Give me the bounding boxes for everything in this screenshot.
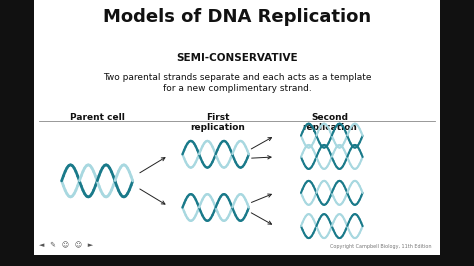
Text: Models of DNA Replication: Models of DNA Replication — [103, 8, 371, 26]
Text: Second
replication: Second replication — [302, 113, 357, 132]
Text: Two parental strands separate and each acts as a template: Two parental strands separate and each a… — [103, 73, 371, 82]
Text: for a new complimentary strand.: for a new complimentary strand. — [163, 84, 311, 93]
Text: SEMI-CONSERVATIVE: SEMI-CONSERVATIVE — [176, 53, 298, 63]
Text: Parent cell: Parent cell — [70, 113, 125, 122]
FancyBboxPatch shape — [34, 0, 440, 255]
Text: ◄  ✎  ☺  ☺  ►: ◄ ✎ ☺ ☺ ► — [39, 242, 93, 249]
Text: First
replication: First replication — [191, 113, 246, 132]
Text: Copyright Campbell Biology, 11th Edition: Copyright Campbell Biology, 11th Edition — [330, 244, 431, 249]
